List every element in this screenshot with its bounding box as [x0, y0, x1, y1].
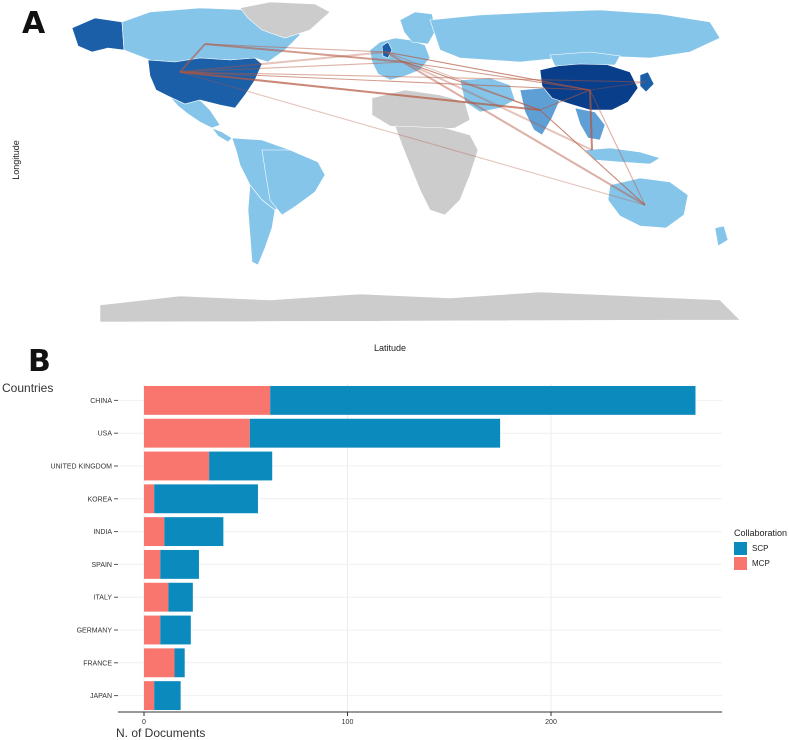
- legend-swatch-scp: [734, 542, 747, 555]
- bar-mcp-china: [144, 385, 271, 415]
- x-tick-label: 200: [545, 719, 557, 726]
- y-tick-label: ITALY: [94, 595, 113, 602]
- map-region-central-america: [211, 127, 233, 143]
- world-collaboration-map: [71, 1, 741, 323]
- y-tick-label: SPAIN: [92, 562, 113, 569]
- collaboration-link: [385, 51, 646, 206]
- collaboration-link: [589, 89, 646, 206]
- map-region-argentina: [247, 184, 276, 266]
- map-x-axis-label: Latitude: [373, 343, 407, 353]
- legend-title: Collaboration: [734, 528, 788, 538]
- collaboration-link: [589, 81, 646, 91]
- map-region-russia: [429, 9, 721, 63]
- collaboration-link: [204, 43, 406, 63]
- panel-label-a: A: [22, 6, 46, 41]
- collaboration-link: [179, 71, 541, 111]
- bar-scp-united-kingdom: [209, 451, 273, 481]
- legend-item-scp: SCP: [734, 542, 787, 555]
- map-region-mexico: [169, 96, 221, 129]
- y-tick-label: CHINA: [90, 398, 112, 405]
- map-region-africa-south: [394, 125, 479, 216]
- map-region-se-asia: [574, 107, 606, 141]
- collaboration-link: [539, 89, 591, 111]
- y-tick-label: USA: [98, 431, 113, 438]
- collaboration-link: [179, 43, 206, 73]
- bar-mcp-italy: [144, 582, 169, 612]
- bar-mcp-japan: [144, 681, 155, 711]
- collaboration-link: [179, 71, 591, 91]
- map-region-korea-japan: [639, 71, 655, 93]
- map-region-alaska: [71, 17, 125, 53]
- y-tick-label: GERMANY: [77, 628, 113, 635]
- map-region-scandinavia: [399, 11, 437, 45]
- collaboration-link: [589, 89, 593, 151]
- collaboration-link: [404, 61, 593, 151]
- collaboration-link: [404, 61, 591, 91]
- map-region-australia: [607, 177, 689, 229]
- legend-label-mcp: MCP: [752, 559, 770, 568]
- collaboration-link: [204, 43, 387, 53]
- x-axis-label: N. of Documents: [116, 726, 206, 740]
- legend: Collaboration SCP MCP: [734, 528, 787, 572]
- collaboration-link: [179, 71, 646, 206]
- bar-mcp-spain: [144, 549, 161, 579]
- map-region-brazil: [261, 149, 326, 216]
- bar-mcp-france: [144, 648, 175, 678]
- bar-mcp-korea: [144, 484, 155, 514]
- bar-scp-india: [164, 517, 224, 547]
- legend-swatch-mcp: [734, 557, 747, 570]
- map-region-antarctica: [99, 291, 741, 323]
- bar-scp-france: [174, 648, 185, 678]
- map-y-axis-label: Longitude: [11, 140, 21, 180]
- collaboration-link: [404, 61, 541, 111]
- map-region-usa: [147, 57, 263, 109]
- x-tick-label: 100: [342, 719, 354, 726]
- bar-mcp-germany: [144, 615, 161, 645]
- bar-scp-usa: [249, 418, 501, 448]
- bar-mcp-india: [144, 517, 165, 547]
- map-region-new-zealand: [714, 225, 729, 247]
- legend-label-scp: SCP: [752, 544, 769, 553]
- bar-mcp-united-kingdom: [144, 451, 210, 481]
- y-tick-label: KOREA: [87, 496, 112, 503]
- panel-label-b: B: [28, 344, 51, 379]
- collaboration-link: [385, 51, 591, 91]
- bar-mcp-usa: [144, 418, 250, 448]
- map-region-greenland: [239, 1, 331, 39]
- bar-scp-china: [270, 385, 696, 415]
- y-tick-label: UNITED KINGDOM: [51, 464, 113, 471]
- collaboration-link: [179, 51, 387, 73]
- bar-scp-germany: [160, 615, 191, 645]
- x-tick-label: 0: [142, 719, 146, 726]
- map-region-mongolia: [549, 51, 621, 67]
- bar-scp-japan: [154, 681, 181, 711]
- y-tick-label: FRANCE: [83, 660, 112, 667]
- collaboration-link: [539, 109, 646, 206]
- legend-item-mcp: MCP: [734, 557, 787, 570]
- y-axis-label: Countries: [2, 381, 54, 395]
- bar-scp-italy: [168, 582, 193, 612]
- map-region-uk: [381, 41, 393, 59]
- y-tick-label: JAPAN: [90, 693, 112, 700]
- bar-scp-korea: [154, 484, 258, 514]
- collaboration-link: [179, 71, 646, 83]
- collaboration-link: [179, 61, 406, 73]
- map-region-indonesia: [584, 147, 661, 165]
- bar-scp-spain: [160, 549, 199, 579]
- y-tick-label: INDIA: [93, 529, 112, 536]
